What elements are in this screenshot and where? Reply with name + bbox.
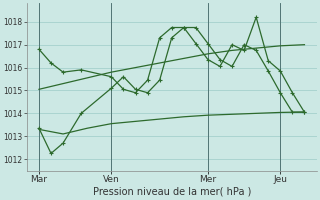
X-axis label: Pression niveau de la mer( hPa ): Pression niveau de la mer( hPa ) — [92, 187, 251, 197]
